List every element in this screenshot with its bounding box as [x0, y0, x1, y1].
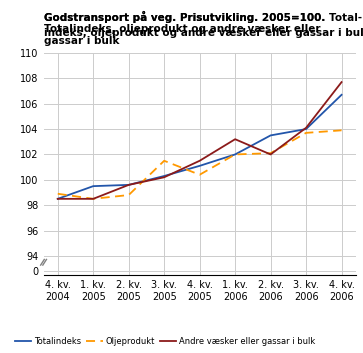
Andre væsker eller gassar i bulk	[268, 152, 273, 156]
Andre væsker eller gassar i bulk	[304, 126, 308, 130]
Line: Andre væsker eller gassar i bulk: Andre væsker eller gassar i bulk	[58, 82, 342, 199]
Totalindeks	[197, 164, 202, 168]
Totalindeks	[127, 183, 131, 187]
Oljeprodukt	[233, 152, 237, 156]
Totalindeks	[56, 197, 60, 201]
Totalindeks	[162, 174, 166, 178]
Totalindeks	[268, 133, 273, 138]
Totalindeks	[233, 152, 237, 156]
Text: Godstransport på veg. Prisutvikling. 2005=100. Total-: Godstransport på veg. Prisutvikling. 200…	[44, 11, 362, 23]
Legend: Totalindeks, Oljeprodukt, Andre væsker eller gassar i bulk: Totalindeks, Oljeprodukt, Andre væsker e…	[11, 333, 318, 349]
Oljeprodukt	[197, 173, 202, 177]
Oljeprodukt	[339, 128, 344, 132]
Andre væsker eller gassar i bulk	[91, 197, 95, 201]
Text: indeks, oljeprodukt og andre væsker eller gassar i bulk: indeks, oljeprodukt og andre væsker elle…	[44, 28, 363, 38]
Andre væsker eller gassar i bulk	[339, 80, 344, 84]
Andre væsker eller gassar i bulk	[197, 158, 202, 163]
Oljeprodukt	[91, 197, 95, 201]
Totalindeks	[304, 127, 308, 131]
Totalindeks	[91, 184, 95, 188]
Line: Totalindeks: Totalindeks	[58, 95, 342, 199]
Line: Oljeprodukt: Oljeprodukt	[58, 130, 342, 199]
Text: Godstransport på veg. Prisutvikling. 2005=100. Totalindeks, oljeprodukt og andre: Godstransport på veg. Prisutvikling. 200…	[44, 11, 325, 46]
Andre væsker eller gassar i bulk	[233, 137, 237, 141]
Andre væsker eller gassar i bulk	[127, 183, 131, 187]
Oljeprodukt	[56, 192, 60, 196]
Oljeprodukt	[304, 131, 308, 135]
Oljeprodukt	[127, 193, 131, 197]
Andre væsker eller gassar i bulk	[56, 197, 60, 201]
Oljeprodukt	[162, 158, 166, 163]
Totalindeks	[339, 93, 344, 97]
Andre væsker eller gassar i bulk	[162, 175, 166, 179]
Oljeprodukt	[268, 151, 273, 155]
